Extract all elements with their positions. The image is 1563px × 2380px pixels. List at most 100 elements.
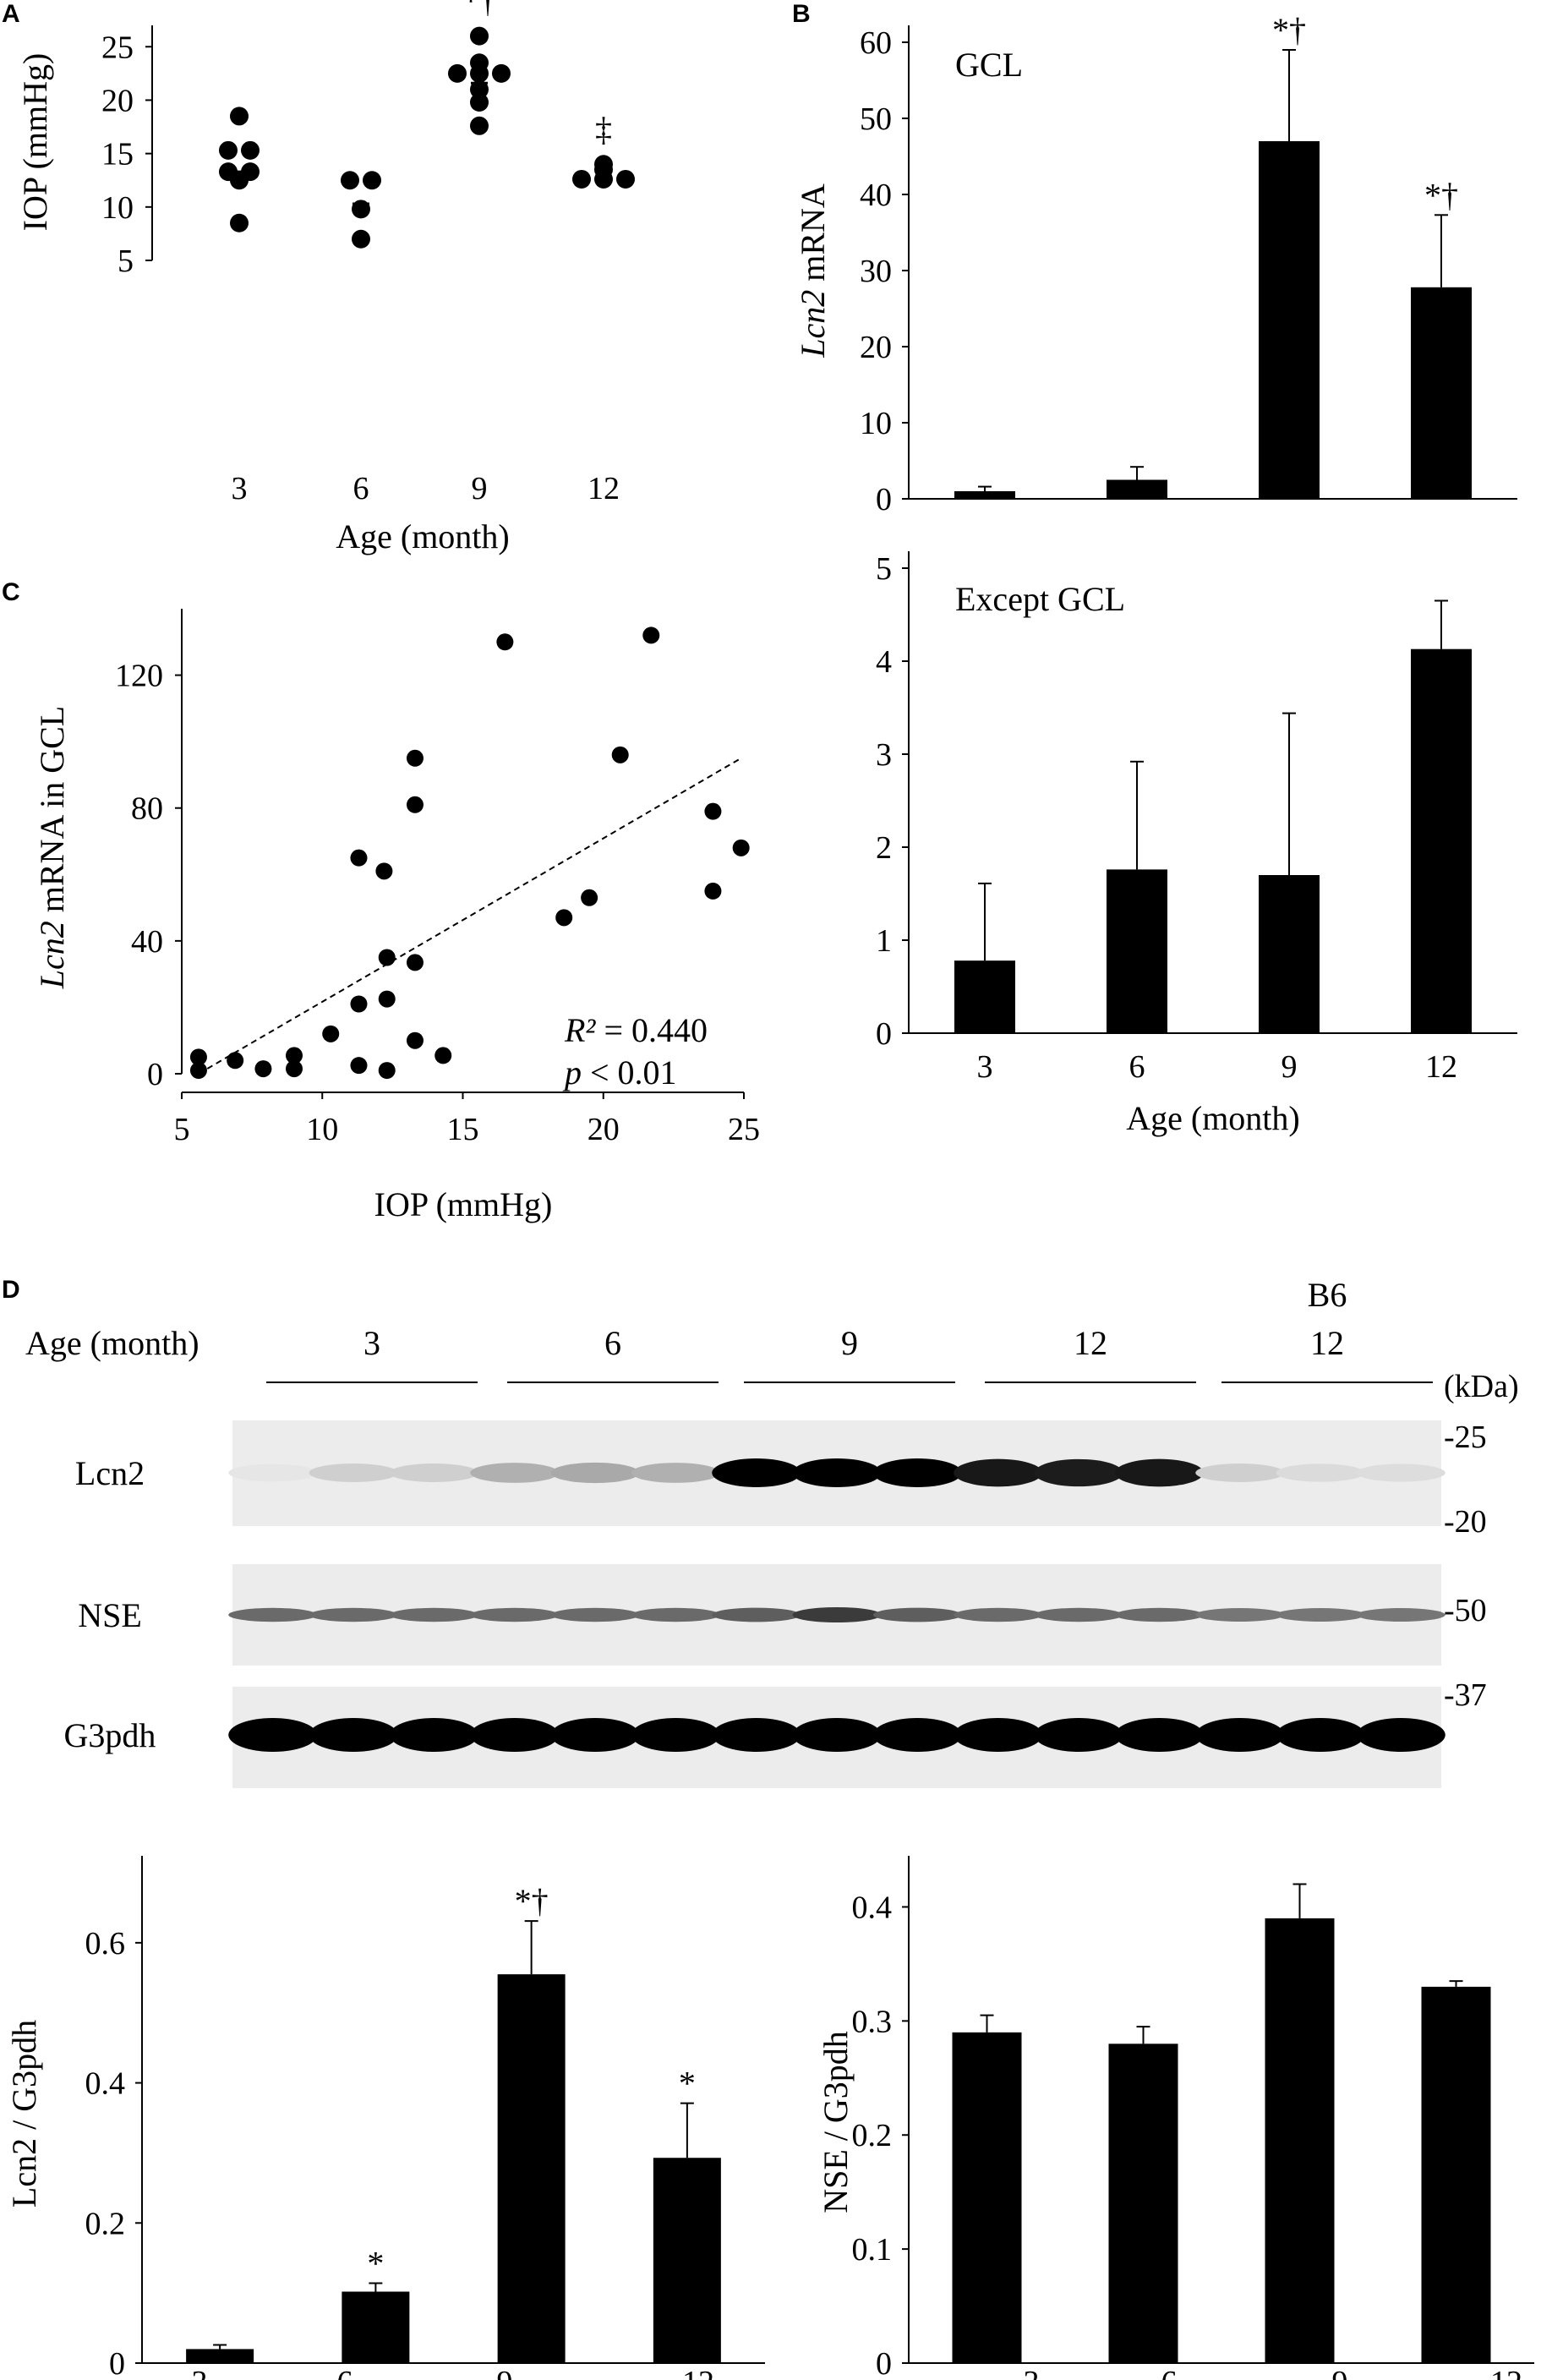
y-tick-label: 0 — [147, 1057, 163, 1092]
x-tick-label: 25 — [728, 1112, 760, 1147]
bar — [1411, 287, 1472, 499]
y-tick-label: 4 — [876, 644, 892, 680]
data-point — [406, 954, 424, 971]
blot-band — [389, 1607, 478, 1622]
blot-band — [712, 1718, 801, 1752]
blot-band — [1034, 1607, 1123, 1622]
significance-mark: *† — [462, 0, 496, 20]
y-tick-label: 0.4 — [85, 2066, 126, 2102]
x-tick-label: 3 — [192, 2365, 208, 2380]
y-tick-label: 40 — [860, 178, 892, 213]
bar — [1421, 1986, 1491, 2363]
blot-band — [1114, 1718, 1204, 1752]
y-tick-label: 5 — [876, 551, 892, 587]
x-tick-label: 12 — [587, 471, 620, 506]
blot-band — [1356, 1464, 1446, 1482]
x-tick-label: 6 — [1161, 2365, 1178, 2380]
blot-band — [389, 1718, 478, 1752]
data-point — [496, 633, 514, 651]
bar — [1107, 479, 1167, 499]
data-point — [406, 1031, 424, 1049]
significance-mark: *† — [1272, 11, 1306, 49]
blot-band — [550, 1607, 640, 1622]
data-point — [581, 889, 598, 906]
data-point — [470, 63, 489, 83]
bar — [1259, 875, 1320, 1033]
data-point — [704, 882, 722, 900]
blot-band — [712, 1458, 801, 1487]
blot-band — [631, 1463, 720, 1483]
y-tick-label: 30 — [860, 254, 892, 289]
data-point — [732, 839, 750, 856]
y-tick-label: 0 — [876, 482, 892, 517]
x-tick-label: 3 — [1024, 2365, 1040, 2380]
data-point — [704, 802, 722, 820]
x-tick-label: 6 — [353, 471, 369, 506]
blot-band — [872, 1607, 962, 1622]
blot-band — [228, 1718, 318, 1752]
kda-marker: -20 — [1444, 1504, 1487, 1540]
blot-band — [1034, 1458, 1123, 1487]
data-point — [492, 63, 511, 83]
blot-band — [550, 1718, 640, 1752]
blot-band — [1356, 1718, 1446, 1752]
data-point — [434, 1047, 452, 1064]
y-axis-label: Lcn2 / G3pdh — [5, 2020, 43, 2208]
data-point — [230, 213, 249, 233]
x-tick-label: 20 — [587, 1112, 620, 1147]
x-tick-label: 10 — [306, 1112, 338, 1147]
y-tick-label: 0.4 — [852, 1890, 893, 1925]
bar — [1107, 869, 1167, 1033]
blot-row-label: Lcn2 — [75, 1454, 145, 1492]
trendline — [198, 757, 742, 1075]
chart-title: GCL — [955, 46, 1023, 84]
y-tick-label: 80 — [131, 791, 163, 827]
blot-band — [1114, 1607, 1204, 1622]
y-tick-label: 0 — [109, 2346, 125, 2380]
y-axis-label: IOP (mmHg) — [16, 53, 54, 232]
blot-band — [792, 1607, 882, 1622]
bar — [1108, 2044, 1178, 2363]
x-axis-label: Age (month) — [336, 517, 510, 555]
bar — [1411, 648, 1472, 1033]
x-tick-label: 12 — [1425, 1049, 1457, 1085]
x-tick-label: 15 — [447, 1112, 479, 1147]
blot-band — [470, 1718, 560, 1752]
blot-group-label: 6 — [604, 1324, 621, 1362]
y-axis-label: Lcn2 mRNA in GCL — [33, 706, 71, 989]
blot-band — [631, 1607, 720, 1622]
data-point — [350, 1057, 368, 1075]
panel-label-c: C — [2, 578, 20, 606]
blot-band — [1034, 1718, 1123, 1752]
blot-band — [712, 1607, 801, 1622]
x-tick-label: 9 — [1332, 2365, 1348, 2380]
y-tick-label: 25 — [101, 30, 134, 65]
blot-band — [470, 1463, 560, 1483]
data-point — [227, 1052, 244, 1070]
y-tick-label: 0.6 — [85, 1926, 126, 1961]
data-point — [611, 746, 629, 763]
x-tick-label: 9 — [472, 471, 488, 506]
data-point — [322, 1025, 340, 1042]
data-point — [470, 26, 489, 46]
data-point — [378, 990, 396, 1008]
x-axis-label: Age (month) — [1126, 1099, 1300, 1137]
kda-marker: -50 — [1444, 1593, 1487, 1628]
blot-band — [550, 1462, 640, 1484]
data-point — [230, 107, 249, 126]
y-tick-label: 0.2 — [852, 2118, 893, 2153]
y-tick-label: 0.1 — [852, 2232, 893, 2268]
panel-label-b: B — [792, 0, 811, 28]
blot-band — [1195, 1608, 1285, 1622]
data-point — [555, 909, 573, 927]
blot-band — [1195, 1718, 1285, 1752]
y-axis-label: Lcn2 mRNA — [794, 183, 832, 358]
blot-band — [792, 1458, 882, 1487]
data-point — [470, 79, 489, 99]
blot-band — [309, 1718, 398, 1752]
data-point — [286, 1047, 303, 1064]
chart-title: Except GCL — [955, 580, 1125, 618]
y-tick-label: 0.2 — [85, 2206, 126, 2241]
